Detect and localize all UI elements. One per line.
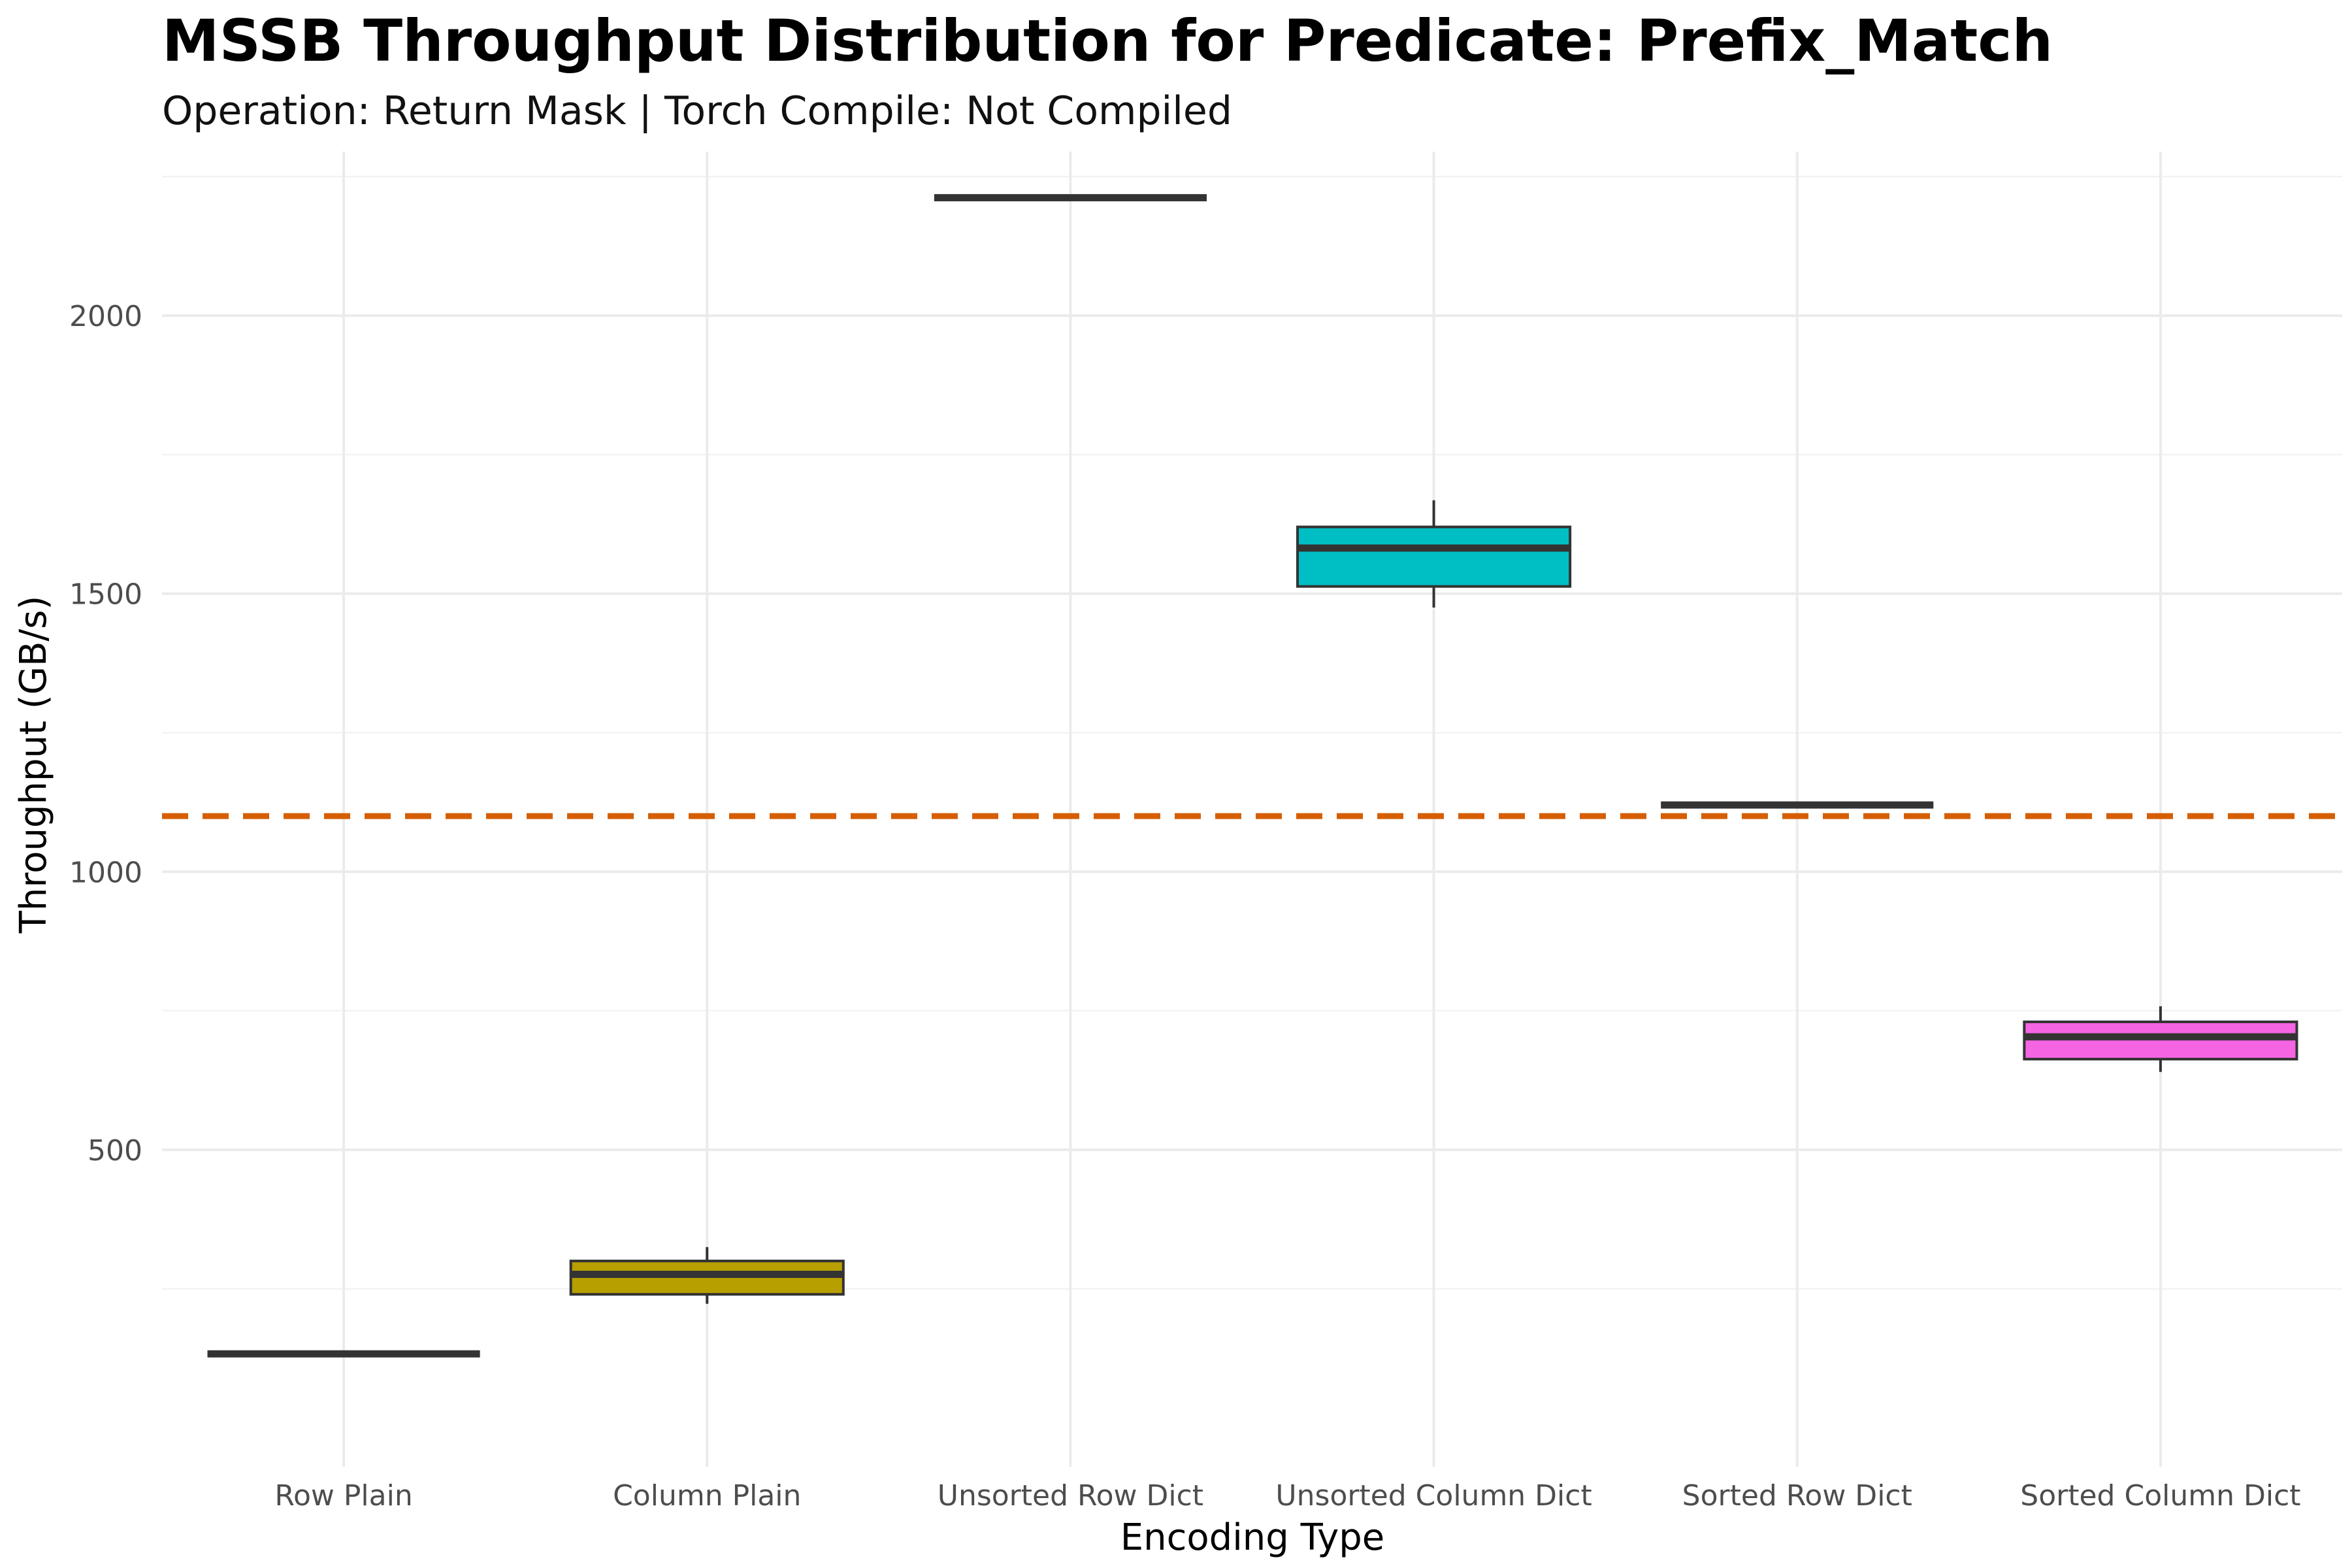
grid (162, 152, 2342, 1467)
chart-title: MSSB Throughput Distribution for Predica… (162, 7, 2053, 74)
x-tick-label: Column Plain (613, 1479, 801, 1512)
chart-subtitle: Operation: Return Mask | Torch Compile: … (162, 88, 1232, 134)
y-tick-label: 1000 (69, 856, 142, 889)
box-series (207, 194, 2298, 1358)
x-tick-label: Row Plain (274, 1479, 412, 1512)
box-column-plain (569, 1247, 845, 1304)
y-tick-label: 500 (88, 1134, 142, 1168)
y-axis-title: Throughput (GB/s) (12, 596, 55, 934)
box-unsorted-column-dict (1296, 500, 1572, 608)
y-tick-label: 1500 (69, 578, 142, 612)
y-axis-ticks: 500 1000 1500 2000 (69, 300, 142, 1168)
y-tick-label: 2000 (69, 300, 142, 333)
x-tick-label: Sorted Row Dict (1682, 1479, 1912, 1512)
x-tick-label: Sorted Column Dict (2020, 1479, 2300, 1512)
box-sorted-column-dict (2023, 1006, 2298, 1072)
x-axis-ticks: Row Plain Column Plain Unsorted Row Dict Un… (274, 1479, 2300, 1512)
x-axis-title: Encoding Type (1120, 1516, 1385, 1559)
x-tick-label: Unsorted Column Dict (1275, 1479, 1592, 1512)
box-body (2023, 1021, 2298, 1061)
x-tick-label: Unsorted Row Dict (938, 1479, 1203, 1512)
box-body (1296, 525, 1572, 588)
